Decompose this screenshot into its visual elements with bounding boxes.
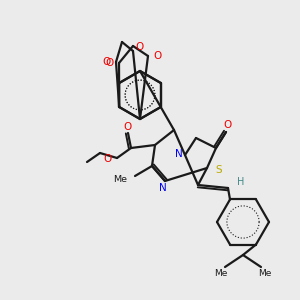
- Text: O: O: [223, 120, 231, 130]
- Text: O: O: [103, 57, 111, 67]
- Text: N: N: [159, 183, 167, 193]
- Text: Me: Me: [113, 176, 127, 184]
- Text: O: O: [106, 58, 114, 68]
- Text: O: O: [123, 122, 131, 132]
- Text: S: S: [215, 165, 222, 175]
- Text: Me: Me: [258, 269, 272, 278]
- Text: O: O: [153, 51, 161, 61]
- Text: O: O: [135, 42, 143, 52]
- Text: Me: Me: [214, 269, 228, 278]
- Text: N: N: [175, 149, 183, 159]
- Text: O: O: [104, 154, 112, 164]
- Text: H: H: [237, 177, 245, 187]
